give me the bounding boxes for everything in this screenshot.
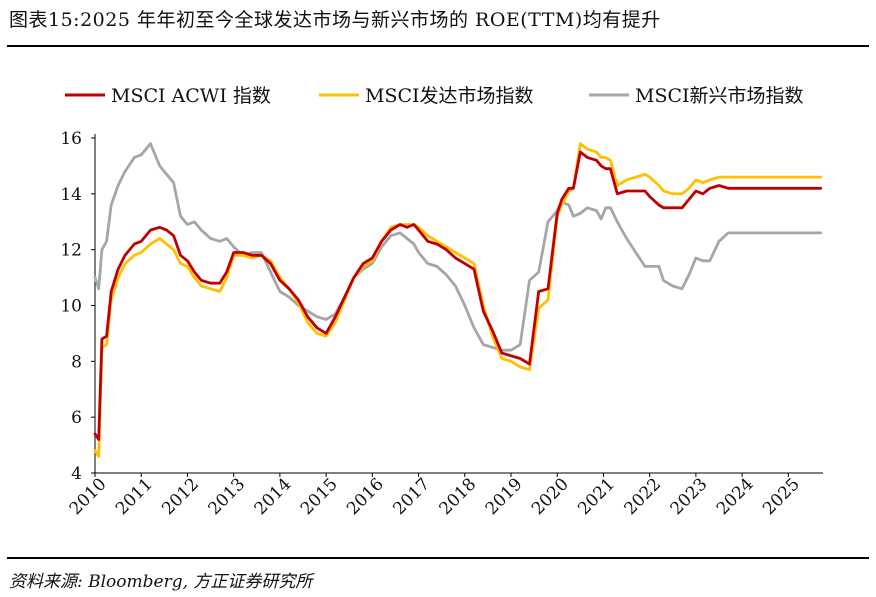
bottom-rule [7, 557, 869, 559]
y-tick-label: 4 [71, 464, 82, 484]
x-tick-label: 2019 [482, 474, 527, 519]
x-tick-label: 2012 [158, 474, 203, 519]
series-line-3 [93, 142, 823, 352]
y-tick-label: 12 [60, 241, 82, 261]
source-note: 资料来源: Bloomberg, 方正证券研究所 [9, 572, 313, 592]
legend-label-3: MSCI新兴市场指数 [635, 85, 804, 107]
y-tick-label: 8 [71, 352, 82, 372]
series-line-1 [93, 150, 823, 441]
chart-title: 图表15:2025 年年初至今全球发达市场与新兴市场的 ROE(TTM)均有提升 [9, 9, 661, 31]
x-tick-label: 2018 [436, 474, 481, 519]
legend-label-1: MSCI ACWI 指数 [111, 85, 271, 107]
x-tick-label: 2021 [574, 474, 619, 519]
line-chart: MSCI ACWI 指数 MSCI发达市场指数 MSCI新兴市场指数 4 6 8 10 12… [60, 85, 823, 519]
x-tick-label: 2017 [389, 474, 434, 519]
y-tick-label: 16 [60, 129, 82, 149]
x-tick-label: 2023 [667, 474, 712, 519]
series-line-2 [93, 142, 823, 458]
top-rule [7, 45, 869, 47]
legend: MSCI ACWI 指数 MSCI发达市场指数 MSCI新兴市场指数 [65, 85, 804, 107]
y-tick-label: 10 [60, 297, 82, 317]
x-tick-label: 2024 [713, 474, 758, 519]
y-tick-label: 6 [71, 408, 82, 428]
x-tick-label: 2016 [343, 474, 388, 519]
x-tick-label: 2014 [251, 474, 296, 519]
series-lines [93, 142, 823, 458]
legend-label-2: MSCI发达市场指数 [365, 85, 534, 107]
x-tick-label: 2015 [297, 474, 342, 519]
x-tick-label: 2020 [528, 474, 573, 519]
x-tick-label: 2025 [759, 474, 804, 519]
x-tick-label: 2022 [620, 474, 665, 519]
x-tick-label: 2011 [112, 474, 157, 519]
y-tick-label: 14 [60, 185, 82, 205]
x-tick-label: 2013 [204, 474, 249, 519]
